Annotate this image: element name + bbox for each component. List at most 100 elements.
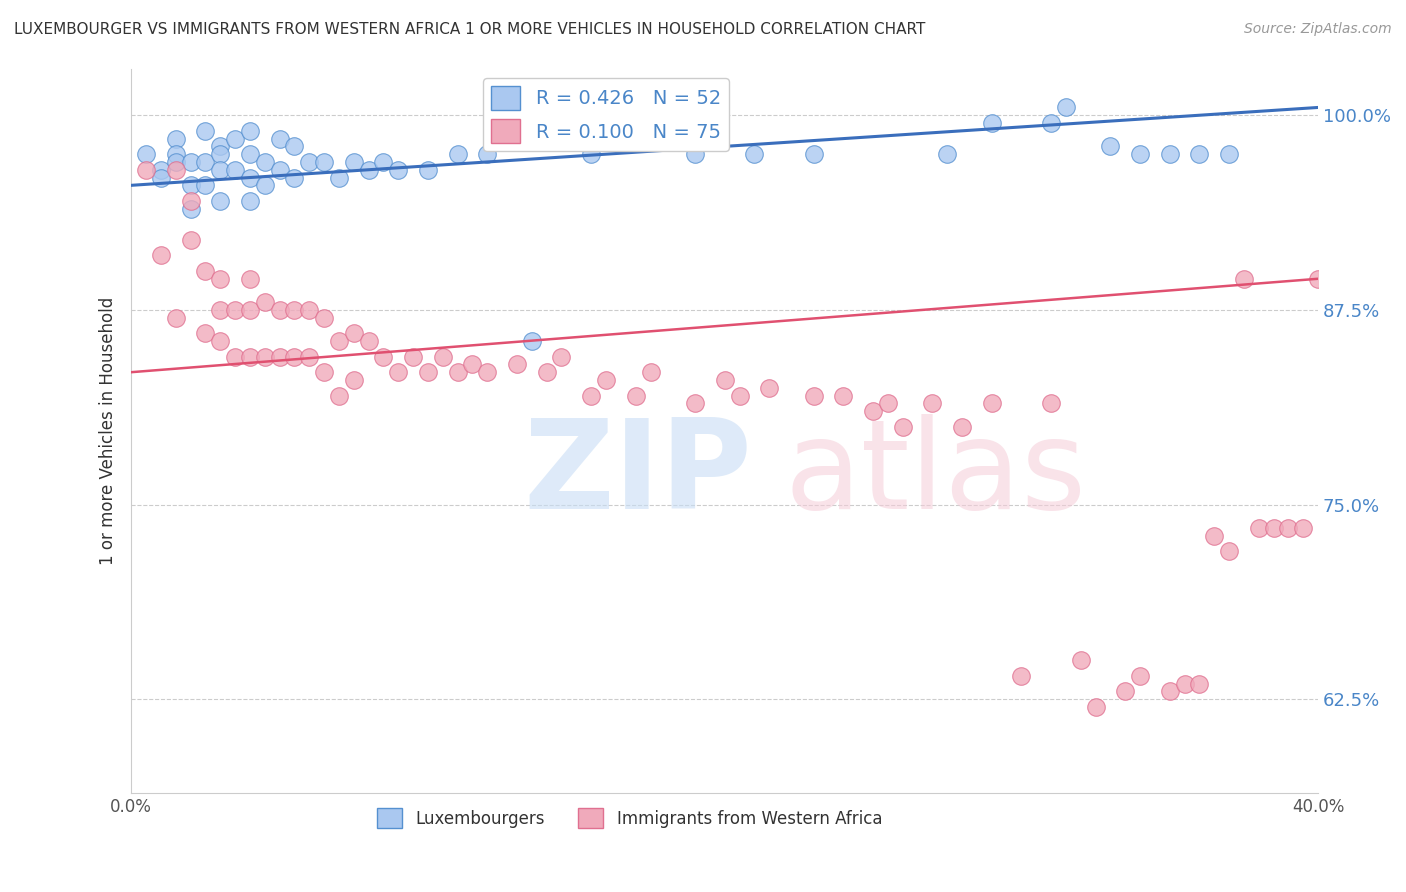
Point	[180, 178, 202, 193]
Point	[194, 264, 217, 278]
Point	[803, 388, 825, 402]
Point	[1218, 147, 1240, 161]
Text: atlas: atlas	[785, 414, 1087, 534]
Point	[165, 155, 187, 169]
Point	[239, 170, 262, 185]
Point	[298, 155, 321, 169]
Point	[239, 272, 262, 286]
Point	[253, 155, 276, 169]
Point	[1159, 147, 1181, 161]
Point	[683, 396, 706, 410]
Point	[135, 147, 157, 161]
Point	[343, 373, 366, 387]
Point	[314, 155, 336, 169]
Point	[209, 272, 232, 286]
Point	[314, 310, 336, 325]
Point	[446, 147, 468, 161]
Point	[239, 147, 262, 161]
Point	[640, 365, 662, 379]
Point	[283, 302, 305, 317]
Point	[149, 162, 172, 177]
Point	[1084, 700, 1107, 714]
Point	[950, 419, 973, 434]
Point	[461, 358, 484, 372]
Point	[165, 162, 187, 177]
Point	[595, 373, 617, 387]
Point	[180, 233, 202, 247]
Point	[536, 365, 558, 379]
Point	[373, 155, 395, 169]
Point	[579, 147, 602, 161]
Point	[758, 381, 780, 395]
Point	[832, 388, 855, 402]
Point	[194, 155, 217, 169]
Point	[135, 162, 157, 177]
Point	[1159, 684, 1181, 698]
Point	[209, 302, 232, 317]
Point	[165, 310, 187, 325]
Point	[298, 350, 321, 364]
Point	[980, 396, 1002, 410]
Point	[1277, 521, 1299, 535]
Point	[803, 147, 825, 161]
Point	[253, 350, 276, 364]
Text: LUXEMBOURGER VS IMMIGRANTS FROM WESTERN AFRICA 1 OR MORE VEHICLES IN HOUSEHOLD C: LUXEMBOURGER VS IMMIGRANTS FROM WESTERN …	[14, 22, 925, 37]
Point	[328, 170, 350, 185]
Point	[209, 147, 232, 161]
Point	[239, 350, 262, 364]
Point	[477, 147, 499, 161]
Point	[165, 131, 187, 145]
Point	[165, 147, 187, 161]
Point	[683, 147, 706, 161]
Point	[209, 162, 232, 177]
Point	[239, 124, 262, 138]
Point	[283, 170, 305, 185]
Point	[1040, 396, 1063, 410]
Point	[328, 388, 350, 402]
Point	[269, 302, 291, 317]
Point	[209, 139, 232, 153]
Point	[387, 365, 409, 379]
Point	[283, 139, 305, 153]
Point	[1308, 272, 1330, 286]
Point	[744, 147, 766, 161]
Point	[1188, 676, 1211, 690]
Point	[477, 365, 499, 379]
Point	[224, 302, 246, 317]
Point	[713, 373, 735, 387]
Point	[728, 388, 751, 402]
Text: Source: ZipAtlas.com: Source: ZipAtlas.com	[1244, 22, 1392, 37]
Point	[1129, 147, 1152, 161]
Point	[239, 302, 262, 317]
Point	[343, 155, 366, 169]
Point	[149, 248, 172, 262]
Point	[373, 350, 395, 364]
Point	[1129, 669, 1152, 683]
Point	[283, 350, 305, 364]
Point	[209, 194, 232, 208]
Point	[980, 116, 1002, 130]
Point	[194, 326, 217, 341]
Point	[180, 155, 202, 169]
Point	[550, 350, 572, 364]
Point	[328, 334, 350, 348]
Point	[314, 365, 336, 379]
Point	[1292, 521, 1315, 535]
Point	[1218, 544, 1240, 558]
Point	[1188, 147, 1211, 161]
Point	[209, 334, 232, 348]
Point	[269, 131, 291, 145]
Point	[269, 350, 291, 364]
Point	[1247, 521, 1270, 535]
Point	[253, 178, 276, 193]
Point	[224, 131, 246, 145]
Text: ZIP: ZIP	[523, 414, 752, 534]
Point	[1099, 139, 1122, 153]
Point	[1070, 653, 1092, 667]
Point	[253, 295, 276, 310]
Point	[624, 388, 647, 402]
Point	[862, 404, 884, 418]
Point	[194, 124, 217, 138]
Point	[1174, 676, 1197, 690]
Point	[402, 350, 425, 364]
